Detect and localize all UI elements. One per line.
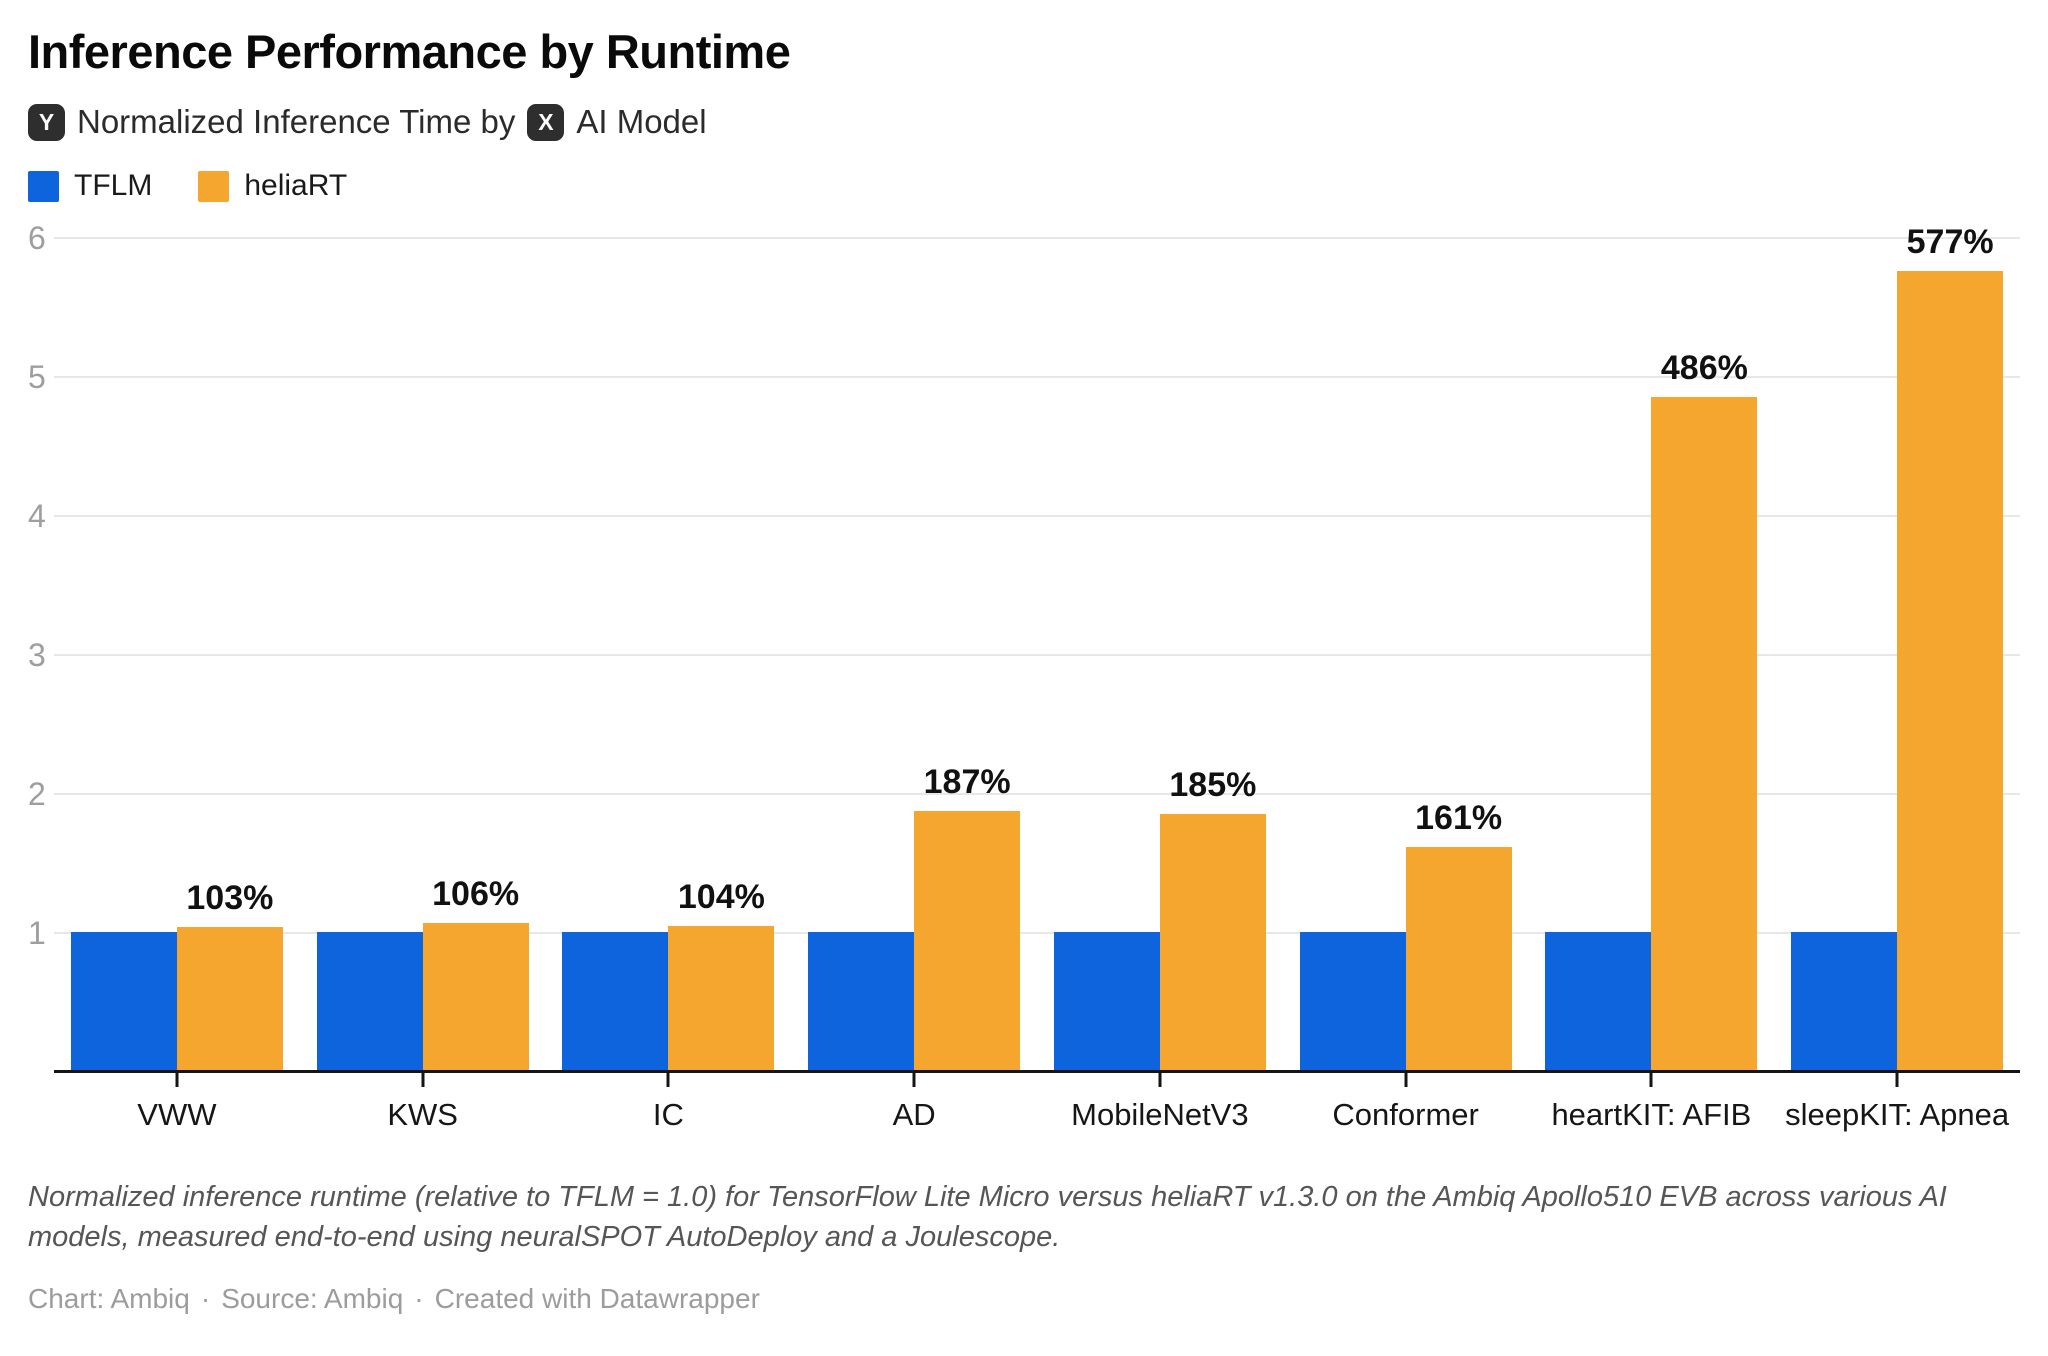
y-tick-label-2: 2 — [28, 776, 46, 813]
chart-byline: Chart: Ambiq · Source: Ambiq · Created w… — [28, 1283, 2020, 1315]
y-tick-label-5: 5 — [28, 359, 46, 396]
bar-heliart-conformer[interactable]: 161% — [1405, 799, 1512, 1070]
bar-group-ad: 187% — [791, 239, 1037, 1087]
x-axis-tick — [1404, 1073, 1408, 1087]
x-axis-badge-icon: X — [527, 103, 565, 141]
chart-credit: Chart: Ambiq — [28, 1283, 190, 1315]
bar-value-label: 161% — [1415, 799, 1503, 838]
x-axis-labels: VWW KWS IC AD MobileNetV3 Conformer hear… — [54, 1073, 2020, 1133]
x-axis-label-kws: KWS — [387, 1097, 458, 1132]
y-tick-label-4: 4 — [28, 498, 46, 534]
legend-swatch-tflm — [28, 170, 59, 202]
bar-value-label: 486% — [1660, 348, 1748, 387]
y-tick-label-6: 6 — [28, 220, 46, 256]
x-axis-tick — [1158, 1073, 1162, 1087]
bar-heliart-mobilenetv3[interactable]: 185% — [1159, 766, 1266, 1070]
legend: TFLM heliaRT — [28, 169, 2020, 203]
bar-tflm-ad[interactable] — [808, 931, 915, 1070]
bars-row: 103% 106% 104% 187% — [54, 223, 2020, 1087]
bar-tflm-ic[interactable] — [562, 931, 669, 1070]
bar-value-label: 106% — [432, 875, 520, 914]
legend-item-heliart: heliaRT — [198, 169, 347, 203]
legend-swatch-heliart — [198, 170, 230, 202]
y-tick-label-3: 3 — [28, 637, 46, 673]
x-axis-label-mobilenetv3: MobileNetV3 — [1071, 1097, 1249, 1132]
bar-value-label: 187% — [923, 763, 1011, 802]
gridline-5: 5 — [28, 361, 2020, 393]
bar-value-label: 104% — [677, 877, 765, 916]
gridline-2: 2 — [28, 778, 2020, 810]
bar-heliart-vww[interactable]: 103% — [176, 879, 283, 1070]
bar-tflm-heartkit-afib[interactable] — [1545, 931, 1652, 1070]
x-axis-tick — [175, 1073, 179, 1087]
bar-tflm-mobilenetv3[interactable] — [1053, 931, 1160, 1070]
bar-tflm-sleepkit-apnea[interactable] — [1791, 931, 1898, 1070]
legend-item-tflm: TFLM — [28, 169, 152, 203]
x-axis-label-ad: AD — [892, 1097, 936, 1132]
gridline-1: 1 — [28, 917, 2020, 949]
gridline-3: 3 — [28, 639, 2020, 671]
gridline-4: 4 — [28, 500, 2020, 532]
bar-heliart-heartkit-afib[interactable]: 486% — [1651, 349, 1758, 1070]
bar-tflm-vww[interactable] — [70, 931, 177, 1070]
bar-group-heartkit-afib: 486% — [1529, 239, 1775, 1087]
page-title: Inference Performance by Runtime — [28, 25, 791, 78]
x-axis-label-vww: VWW — [137, 1097, 217, 1132]
subtitle-y-text: Normalized Inference Time by — [77, 103, 516, 140]
bar-group-kws: 106% — [300, 239, 546, 1087]
plot-area: 6 5 4 3 2 1 103% 106% — [28, 222, 2020, 1087]
x-axis-label-ic: IC — [652, 1097, 684, 1132]
legend-label-tflm: TFLM — [74, 169, 153, 202]
x-axis-tick — [1649, 1073, 1653, 1087]
x-axis-label-conformer: Conformer — [1332, 1097, 1479, 1132]
bar-group-ic: 104% — [546, 239, 792, 1087]
bar-heliart-sleepkit-apnea[interactable]: 577% — [1897, 223, 2004, 1070]
bar-value-label: 103% — [186, 879, 274, 918]
bar-group-vww: 103% — [54, 239, 300, 1087]
bar-tflm-kws[interactable] — [316, 931, 423, 1070]
x-axis-tick — [421, 1073, 425, 1087]
gridline-6: 6 — [28, 222, 2020, 254]
bar-value-label: 577% — [1906, 222, 1994, 261]
bar-group-sleepkit-apnea: 577% — [1774, 223, 2020, 1087]
bar-group-conformer: 161% — [1283, 239, 1529, 1087]
byline-separator: · — [414, 1283, 424, 1315]
bar-heliart-ad[interactable]: 187% — [914, 763, 1021, 1070]
y-axis-badge-icon: Y — [28, 103, 65, 141]
bar-tflm-conformer[interactable] — [1299, 931, 1406, 1070]
legend-label-heliart: heliaRT — [244, 169, 348, 202]
byline-separator: · — [200, 1283, 211, 1315]
x-axis-label-sleepkit-apnea: sleepKIT: Apnea — [1785, 1097, 2010, 1132]
bar-heliart-ic[interactable]: 104% — [668, 878, 775, 1070]
x-axis-tick — [666, 1073, 670, 1087]
bar-heliart-kws[interactable]: 106% — [422, 875, 529, 1070]
x-axis-tick — [1895, 1073, 1899, 1087]
chart-description-note: Normalized inference runtime (relative t… — [28, 1181, 1947, 1254]
subtitle-x-text: AI Model — [576, 103, 707, 140]
y-tick-label-1: 1 — [28, 915, 46, 951]
bar-group-mobilenetv3: 185% — [1037, 239, 1283, 1087]
x-axis-tick — [912, 1073, 916, 1087]
datawrapper-attribution-link[interactable]: Created with Datawrapper — [434, 1283, 760, 1315]
chart-subtitle: Y Normalized Inference Time by X AI Mode… — [28, 103, 2020, 141]
x-axis-label-heartkit-afib: heartKIT: AFIB — [1551, 1097, 1752, 1132]
bar-value-label: 185% — [1169, 765, 1257, 804]
source-credit: Source: Ambiq — [221, 1283, 404, 1315]
